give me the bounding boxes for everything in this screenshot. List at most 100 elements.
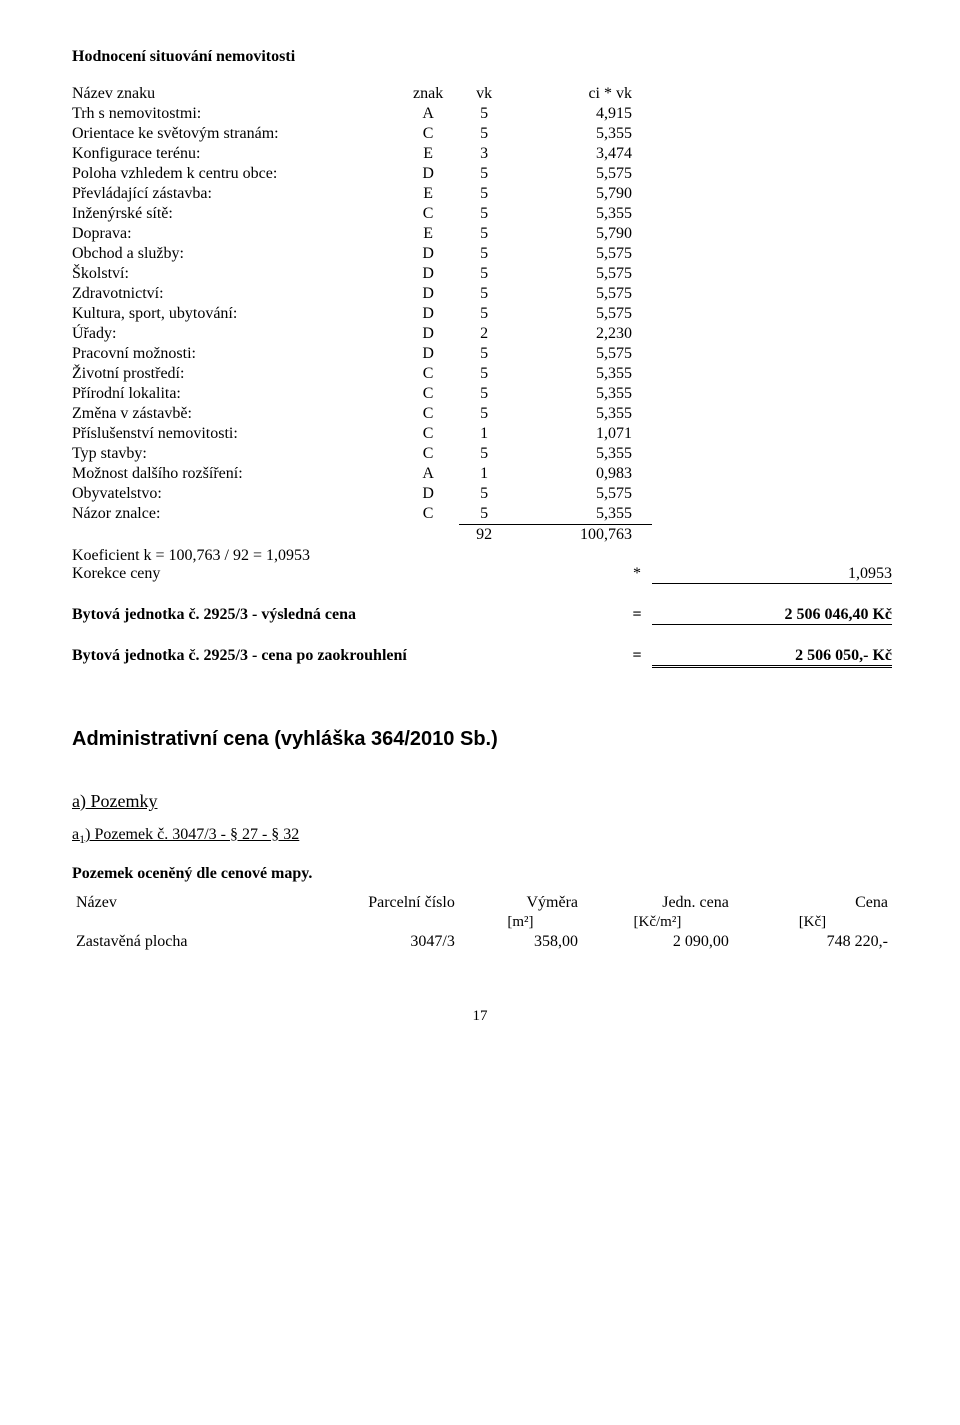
a1-rest: ) Pozemek č. 3047/3 - § 27 - § 32	[85, 826, 299, 843]
result1-value: 2 506 046,40 Kč	[652, 606, 892, 625]
sum-civk: 100,763	[510, 525, 652, 546]
korekce-label: Korekce ceny	[72, 565, 622, 583]
eval-vk: 1	[459, 424, 510, 444]
eval-row: Doprava:E55,790	[72, 224, 652, 244]
eval-label: Konfigurace terénu:	[72, 144, 398, 164]
parcel-data-row: Zastavěná plocha 3047/3 358,00 2 090,00 …	[72, 932, 892, 952]
ph-price: Cena	[733, 893, 892, 913]
evaluation-table: Název znaku znak vk ci * vk Trh s nemovi…	[72, 84, 652, 545]
result-row-1: Bytová jednotka č. 2925/3 - výsledná cen…	[72, 606, 892, 625]
header-znak: znak	[398, 84, 459, 104]
eval-row: Přírodní lokalita:C55,355	[72, 384, 652, 404]
eval-row: Poloha vzhledem k centru obce:D55,575	[72, 164, 652, 184]
eval-vk: 5	[459, 504, 510, 525]
korekce-value: 1,0953	[652, 565, 892, 584]
eval-row: Typ stavby:C55,355	[72, 444, 652, 464]
eval-vk: 5	[459, 384, 510, 404]
eval-label: Převládající zástavba:	[72, 184, 398, 204]
ph-area: Výměra	[459, 893, 582, 913]
eval-vk: 5	[459, 444, 510, 464]
eval-civk: 3,474	[510, 144, 652, 164]
coefficient-line: Koeficient k = 100,763 / 92 = 1,0953	[72, 547, 888, 565]
eval-civk: 1,071	[510, 424, 652, 444]
eval-vk: 5	[459, 484, 510, 504]
eval-label: Trh s nemovitostmi:	[72, 104, 398, 124]
admin-title: Administrativní cena (vyhláška 364/2010 …	[72, 728, 888, 751]
eval-znak: D	[398, 324, 459, 344]
eval-vk: 5	[459, 224, 510, 244]
eval-row: Změna v zástavbě:C55,355	[72, 404, 652, 424]
eval-row: Orientace ke světovým stranám:C55,355	[72, 124, 652, 144]
result2-value: 2 506 050,- Kč	[652, 647, 892, 668]
eval-civk: 5,575	[510, 284, 652, 304]
section-title: Hodnocení situování nemovitosti	[72, 48, 888, 66]
eval-vk: 3	[459, 144, 510, 164]
eval-znak: D	[398, 244, 459, 264]
page-number: 17	[72, 1008, 888, 1025]
eval-znak: E	[398, 224, 459, 244]
result1-label: Bytová jednotka č. 2925/3 - výsledná cen…	[72, 606, 622, 624]
parcel-header-row: Název Parcelní číslo Výměra Jedn. cena C…	[72, 893, 892, 913]
eval-row: Možnost dalšího rozšíření:A10,983	[72, 464, 652, 484]
eval-znak: A	[398, 104, 459, 124]
eval-civk: 5,355	[510, 404, 652, 424]
pd-area: 358,00	[459, 932, 582, 952]
eval-vk: 5	[459, 124, 510, 144]
eval-civk: 5,355	[510, 504, 652, 525]
pd-parcel: 3047/3	[308, 932, 459, 952]
eval-znak: C	[398, 204, 459, 224]
unit-unitprice: [Kč/m²]	[582, 913, 733, 932]
eval-label: Příslušenství nemovitosti:	[72, 424, 398, 444]
eval-vk: 5	[459, 164, 510, 184]
eval-civk: 0,983	[510, 464, 652, 484]
eval-row: Pracovní možnosti:D55,575	[72, 344, 652, 364]
parcel-units-row: [m²] [Kč/m²] [Kč]	[72, 913, 892, 932]
eval-row: Trh s nemovitostmi:A54,915	[72, 104, 652, 124]
parcel-title: Pozemek oceněný dle cenové mapy.	[72, 865, 888, 883]
eval-label: Přírodní lokalita:	[72, 384, 398, 404]
eval-label: Poloha vzhledem k centru obce:	[72, 164, 398, 184]
eval-znak: D	[398, 264, 459, 284]
eval-label: Kultura, sport, ubytování:	[72, 304, 398, 324]
eval-label: Obchod a služby:	[72, 244, 398, 264]
result-row-2: Bytová jednotka č. 2925/3 - cena po zaok…	[72, 647, 892, 668]
eval-vk: 2	[459, 324, 510, 344]
eval-vk: 5	[459, 304, 510, 324]
eval-row: Obchod a služby:D55,575	[72, 244, 652, 264]
eval-znak: C	[398, 424, 459, 444]
ph-name: Název	[72, 893, 308, 913]
eval-label: Školství:	[72, 264, 398, 284]
eval-vk: 1	[459, 464, 510, 484]
eval-znak: C	[398, 384, 459, 404]
eval-row: Zdravotnictví:D55,575	[72, 284, 652, 304]
unit-area: [m²]	[459, 913, 582, 932]
eval-row: Obyvatelstvo:D55,575	[72, 484, 652, 504]
eval-znak: D	[398, 344, 459, 364]
eval-label: Názor znalce:	[72, 504, 398, 525]
ph-unitprice: Jedn. cena	[582, 893, 733, 913]
subsection-a: a) Pozemky	[72, 791, 888, 812]
eval-civk: 5,575	[510, 484, 652, 504]
header-name: Název znaku	[72, 84, 398, 104]
eval-row: Konfigurace terénu:E33,474	[72, 144, 652, 164]
eval-vk: 5	[459, 184, 510, 204]
header-civk: ci * vk	[510, 84, 652, 104]
eval-label: Změna v zástavbě:	[72, 404, 398, 424]
eval-civk: 5,355	[510, 444, 652, 464]
eval-civk: 2,230	[510, 324, 652, 344]
eval-znak: E	[398, 144, 459, 164]
eval-civk: 5,355	[510, 124, 652, 144]
eval-znak: D	[398, 164, 459, 184]
eval-civk: 5,790	[510, 184, 652, 204]
korekce-op: *	[622, 565, 652, 583]
parcel-table: Název Parcelní číslo Výměra Jedn. cena C…	[72, 893, 892, 952]
eval-label: Typ stavby:	[72, 444, 398, 464]
eval-znak: C	[398, 124, 459, 144]
eval-vk: 5	[459, 284, 510, 304]
eval-label: Zdravotnictví:	[72, 284, 398, 304]
pd-name: Zastavěná plocha	[72, 932, 308, 952]
eval-label: Orientace ke světovým stranám:	[72, 124, 398, 144]
eval-label: Pracovní možnosti:	[72, 344, 398, 364]
eval-vk: 5	[459, 204, 510, 224]
pd-price: 748 220,-	[733, 932, 892, 952]
